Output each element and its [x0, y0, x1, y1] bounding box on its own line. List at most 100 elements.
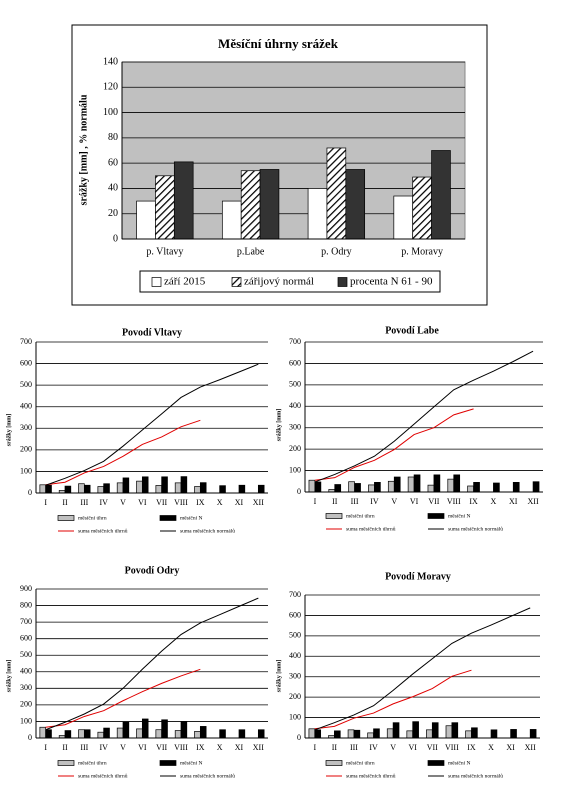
x-tick-label: XI — [235, 498, 244, 507]
line-series — [45, 363, 259, 486]
bar — [136, 480, 143, 494]
bar — [413, 474, 421, 493]
bar — [39, 484, 47, 494]
y-tick-label: 700 — [20, 617, 32, 626]
x-tick-label: XII — [253, 743, 264, 752]
bar — [83, 729, 91, 739]
x-tick-label: VI — [138, 498, 147, 507]
legend-swatch — [427, 513, 445, 519]
y-tick-label: 0 — [113, 233, 118, 244]
bar — [240, 170, 261, 240]
line-series — [45, 419, 201, 486]
chart-title: Povodí Odry — [125, 565, 180, 576]
x-tick-label: II — [62, 743, 68, 752]
y-tick-label: 40 — [108, 183, 118, 194]
bar — [219, 729, 226, 739]
bar — [64, 485, 72, 494]
y-tick-label: 700 — [289, 590, 301, 599]
x-tick-label: XI — [506, 743, 515, 752]
bar — [194, 486, 201, 494]
x-tick-label: XI — [235, 743, 244, 752]
line-series — [45, 668, 201, 728]
bar — [433, 474, 441, 493]
bar — [412, 176, 432, 240]
legend-label: měsíční N — [448, 760, 470, 766]
y-tick-label: 300 — [20, 683, 32, 692]
bar — [314, 481, 322, 493]
chart-title: Povodí Moravy — [385, 571, 451, 582]
bar — [238, 484, 246, 494]
bar — [136, 728, 143, 739]
bar — [116, 727, 124, 739]
x-tick-label: III — [80, 498, 88, 507]
x-tick-label: VIII — [445, 743, 459, 752]
y-tick-label: 400 — [20, 402, 32, 411]
legend-swatch — [151, 277, 162, 287]
bar — [354, 483, 361, 493]
bar — [174, 482, 182, 494]
x-tick-label: II — [332, 743, 338, 752]
chart-title: Povodí Vltavy — [122, 327, 182, 338]
bar — [347, 729, 355, 739]
y-tick-label: 600 — [289, 358, 301, 367]
y-tick-label: 300 — [289, 423, 301, 432]
x-tick-label: IV — [99, 743, 108, 752]
bar — [221, 200, 242, 240]
legend-swatch — [231, 277, 242, 287]
legend-label: procenta N 61 - 90 — [350, 276, 433, 288]
bar — [473, 482, 480, 493]
bar — [103, 483, 110, 494]
bar — [386, 728, 394, 739]
bar — [512, 482, 520, 493]
legend-label: měsíční N — [180, 515, 202, 521]
bar — [368, 484, 375, 493]
bar — [180, 476, 188, 494]
y-axis-label: srážky [mm] — [6, 660, 12, 693]
bar — [374, 482, 381, 493]
x-tick-label: VI — [410, 497, 419, 506]
bar — [393, 476, 401, 493]
line-series — [314, 669, 472, 730]
x-tick-label: X — [217, 743, 223, 752]
y-tick-label: 0 — [297, 487, 301, 496]
y-tick-label: 100 — [103, 107, 118, 118]
legend-label: suma měsíčních normálů — [448, 525, 503, 532]
legend-label: měsíční N — [180, 760, 202, 766]
bar — [122, 477, 130, 494]
legend-swatch — [159, 760, 177, 766]
x-tick-label: VIII — [174, 743, 188, 752]
bar — [161, 719, 168, 739]
bar — [447, 478, 455, 493]
bar — [412, 721, 419, 739]
y-tick-label: 200 — [20, 700, 32, 709]
legend-swatch — [427, 760, 445, 766]
bar — [257, 729, 265, 739]
legend-swatch — [57, 760, 75, 766]
legend-swatch — [337, 277, 348, 287]
bar — [238, 729, 246, 739]
y-tick-label: 300 — [20, 423, 32, 432]
legend-label: suma měsíčních úhrnů — [346, 772, 396, 779]
legend-label: měsíční úhrn — [78, 760, 107, 766]
chart-title: Povodí Labe — [385, 325, 439, 336]
x-tick-label: II — [332, 497, 338, 506]
bar — [510, 729, 517, 739]
bar — [426, 729, 433, 739]
bar — [532, 481, 540, 493]
bar — [348, 481, 355, 493]
bar — [97, 731, 105, 739]
x-tick-label: V — [120, 743, 126, 752]
y-tick-label: 400 — [20, 667, 32, 676]
y-tick-label: 60 — [108, 157, 118, 168]
line-series — [314, 350, 534, 483]
bar — [308, 728, 316, 739]
legend-label: suma měsíčních úhrnů — [346, 525, 396, 532]
y-tick-label: 500 — [289, 380, 301, 389]
y-tick-label: 80 — [108, 132, 118, 143]
legend-label: suma měsíčních úhrnů — [78, 772, 128, 779]
line-series — [45, 597, 259, 731]
bar — [155, 729, 163, 739]
x-tick-label: X — [491, 497, 497, 506]
line-series — [314, 408, 474, 481]
y-tick-label: 700 — [20, 337, 32, 346]
